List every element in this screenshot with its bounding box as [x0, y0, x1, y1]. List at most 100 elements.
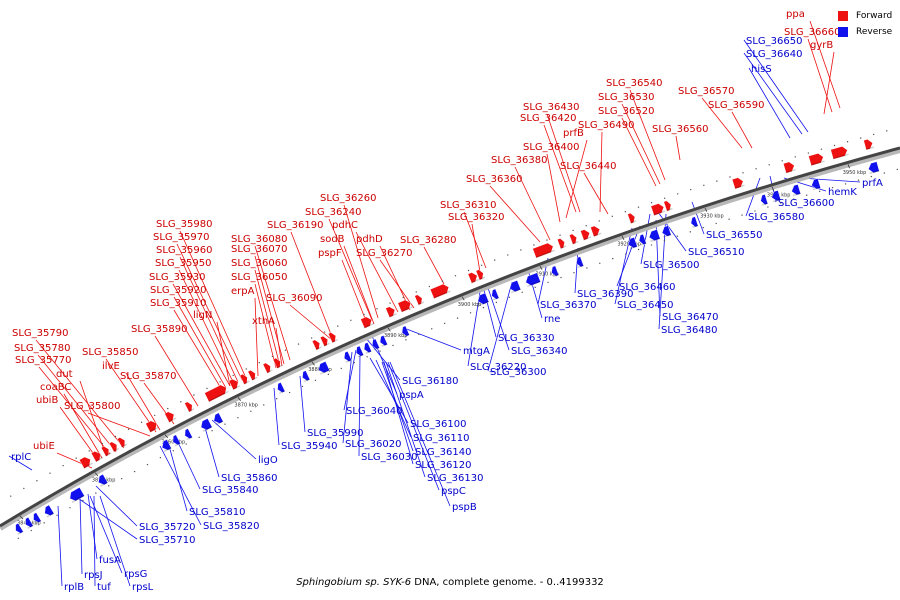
reverse-track-dot [314, 379, 317, 382]
forward-gene-label: pspF [318, 248, 342, 259]
reverse-gene-label: SLG_36650 [746, 36, 802, 47]
forward-gene-label: SLG_36280 [400, 235, 456, 246]
forward-gene-label: SLG_36080 [231, 234, 287, 245]
reverse-gene-label: rpsJ [84, 570, 103, 581]
gene-arrow [116, 437, 126, 448]
gene-arrow [108, 441, 118, 453]
gene-arrow [145, 420, 158, 433]
forward-leader-line [178, 269, 235, 385]
gene-arrow-shade [174, 442, 181, 447]
forward-track-dot [493, 259, 496, 261]
gene-arrow [491, 288, 500, 300]
reverse-gene-box [371, 338, 380, 351]
forward-leader-line [275, 327, 283, 367]
forward-leader-line [343, 204, 379, 319]
forward-track-dot [663, 197, 666, 199]
forward-leader-line [823, 51, 835, 115]
forward-gene-box [532, 242, 555, 259]
forward-leader-line [809, 20, 841, 109]
forward-gene-label: pdhD [356, 234, 383, 245]
reverse-leader-line [8, 455, 33, 471]
reverse-gene-box [33, 512, 42, 525]
gene-arrow-shade [640, 242, 647, 246]
forward-gene-label: SLG_36310 [440, 200, 496, 211]
reverse-gene-box [551, 265, 560, 278]
reverse-leader-line [203, 423, 220, 478]
gene-arrow [429, 283, 449, 299]
genome-backbone [0, 146, 900, 528]
gene-arrow-shade [552, 273, 559, 278]
forward-track-dot [10, 495, 12, 497]
reverse-gene-label: SLG_36180 [402, 376, 458, 387]
reverse-gene-box [355, 345, 364, 358]
gene-arrow [247, 370, 256, 381]
forward-leader-line [379, 259, 415, 309]
forward-gene-label: SLG_36560 [652, 124, 708, 135]
forward-track-dot [454, 275, 457, 277]
gene-arrow [100, 446, 110, 457]
reverse-track-dot [263, 404, 265, 406]
forward-track-dot [297, 343, 300, 345]
reverse-gene-box [401, 325, 410, 338]
reverse-track-dot [599, 262, 601, 264]
gene-arrow-shade [315, 346, 322, 351]
gene-arrow-shade [319, 369, 330, 375]
gene-arrow-shade [577, 264, 584, 269]
forward-gene-label: SLG_36050 [231, 272, 287, 283]
forward-track-dot [480, 264, 483, 266]
forward-leader-line [543, 124, 577, 213]
gene-arrow-shade [492, 296, 500, 301]
forward-gene-label: SLG_35850 [82, 347, 138, 358]
reverse-gene-box [690, 216, 699, 229]
reverse-track-dot [741, 214, 743, 216]
gene-arrow [414, 294, 423, 306]
forward-gene-box [429, 283, 451, 299]
forward-gene-box [557, 238, 567, 250]
reverse-track-dot [521, 291, 523, 294]
reverse-gene-label: SLG_36640 [746, 49, 802, 60]
tick-label: 3900 kbp [458, 302, 482, 308]
gene-arrow [172, 434, 181, 446]
forward-track-dot [271, 355, 274, 358]
gene-arrow [184, 428, 193, 440]
forward-gene-box [414, 294, 425, 306]
forward-track-dot [755, 168, 757, 170]
gene-arrow-shade [357, 353, 364, 358]
forward-leader-line [105, 358, 157, 433]
gene-arrow-shade [303, 378, 310, 383]
forward-track-dot [245, 368, 247, 370]
forward-leader-line [35, 339, 125, 449]
forward-gene-label: SLG_36430 [523, 102, 579, 113]
forward-gene-label: SLG_36660 [784, 27, 840, 38]
reverse-gene-label: SLG_36500 [643, 260, 699, 271]
gene-arrow-shade [95, 456, 104, 462]
forward-track-dot [363, 313, 365, 316]
gene-arrow [576, 256, 584, 268]
forward-gene-label: SLG_35960 [156, 245, 212, 256]
forward-track-dot [859, 137, 862, 139]
reverse-gene-box [318, 361, 330, 375]
reverse-gene-label: pspC [441, 486, 466, 497]
gene-arrow-shade [46, 512, 55, 518]
gene-arrow-shade [105, 452, 112, 457]
gene-arrow [90, 451, 101, 463]
reverse-track-dot [301, 385, 304, 388]
forward-leader-line [254, 283, 277, 369]
reverse-track-dot [418, 333, 420, 336]
gene-arrow-shade [666, 207, 673, 212]
gene-arrow [343, 351, 352, 362]
caption-rest: DNA, complete genome. - 0..4199332 [411, 577, 604, 588]
forward-track-dot [794, 156, 796, 158]
reverse-gene-box [576, 256, 584, 269]
reverse-gene-label: SLG_36110 [413, 433, 469, 444]
forward-gene-label: pdhC [332, 220, 358, 231]
reverse-gene-label: SLG_35810 [189, 507, 245, 518]
forward-swatch [838, 11, 848, 21]
forward-gene-label: SLG_35950 [155, 258, 211, 269]
reverse-track-dot [702, 226, 704, 229]
reverse-gene-box [213, 412, 224, 426]
forward-leader-line [355, 231, 399, 313]
figure-caption: Sphingobium sp. SYK-6 DNA, complete geno… [0, 577, 900, 588]
gene-arrow [771, 190, 782, 202]
reverse-gene-label: SLG_36330 [498, 333, 554, 344]
